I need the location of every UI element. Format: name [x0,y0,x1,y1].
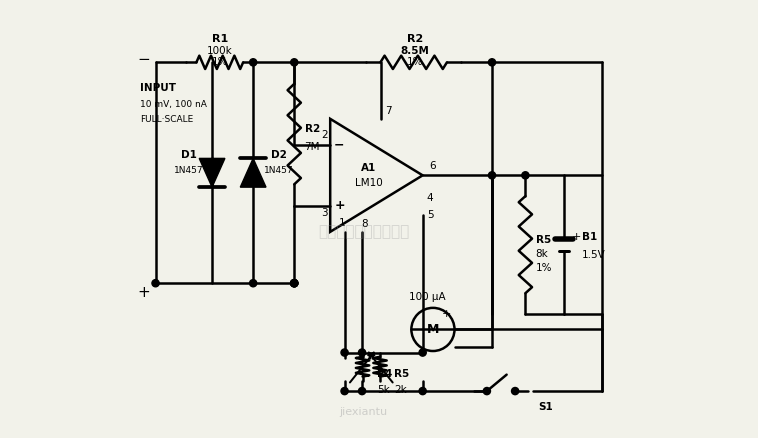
Text: 1.5V: 1.5V [582,250,606,260]
Circle shape [359,388,365,395]
Circle shape [341,388,348,395]
Circle shape [359,349,365,356]
Text: 1N457: 1N457 [174,166,204,175]
Circle shape [290,59,298,66]
Text: +: + [442,309,452,319]
Circle shape [249,59,257,66]
Text: 杭州洛睿科技有限公司: 杭州洛睿科技有限公司 [318,224,409,239]
Circle shape [290,279,298,287]
Circle shape [419,388,426,395]
Text: 100k: 100k [207,46,233,56]
Text: INPUT: INPUT [140,83,176,93]
Text: R4: R4 [377,369,393,379]
Text: 10 mV, 100 nA: 10 mV, 100 nA [140,100,207,109]
Text: A1: A1 [362,163,377,173]
Text: R1: R1 [211,34,228,44]
Text: R2: R2 [407,34,423,44]
Text: B1: B1 [582,232,597,242]
Circle shape [290,279,298,287]
Text: 7M: 7M [305,142,320,152]
Text: D1: D1 [181,150,197,160]
Text: 5: 5 [427,210,434,220]
Circle shape [249,279,257,287]
Text: M: M [427,323,439,336]
Text: 1%: 1% [536,263,552,273]
Text: 8: 8 [362,219,368,229]
Text: R5: R5 [536,234,551,244]
Text: 100 μA: 100 μA [409,292,446,302]
Polygon shape [199,159,225,187]
Text: +: + [137,285,150,300]
Text: 7: 7 [385,106,392,116]
Text: 4: 4 [427,193,434,203]
Text: −: − [137,52,150,67]
Text: 1%: 1% [211,57,228,67]
Text: R2: R2 [305,124,320,134]
Text: R5: R5 [394,369,409,379]
Text: 2k: 2k [394,385,407,395]
Text: +: + [572,232,581,242]
Text: 3: 3 [321,208,327,219]
Text: 8k: 8k [536,249,549,259]
Text: +: + [334,199,345,212]
Text: 6: 6 [429,161,435,171]
Text: 1%: 1% [407,57,423,67]
Circle shape [512,388,518,395]
Circle shape [484,388,490,395]
Circle shape [341,349,348,356]
Text: 1: 1 [339,218,346,228]
Text: FULL·SCALE: FULL·SCALE [140,115,193,124]
Text: 1N457: 1N457 [264,166,293,175]
Text: jiexiantu: jiexiantu [340,406,387,417]
Circle shape [290,279,298,287]
Polygon shape [240,159,266,187]
Circle shape [290,279,298,287]
Text: −: − [334,138,345,151]
Circle shape [522,172,529,179]
Circle shape [488,172,496,179]
Text: S1: S1 [539,403,553,412]
Text: 2: 2 [321,130,327,140]
Text: 8.5M: 8.5M [400,46,429,56]
Text: 5k: 5k [377,385,390,395]
Circle shape [419,349,426,356]
Circle shape [152,279,159,287]
Text: LM10: LM10 [356,178,383,188]
Text: D2: D2 [271,150,287,160]
Circle shape [488,59,496,66]
